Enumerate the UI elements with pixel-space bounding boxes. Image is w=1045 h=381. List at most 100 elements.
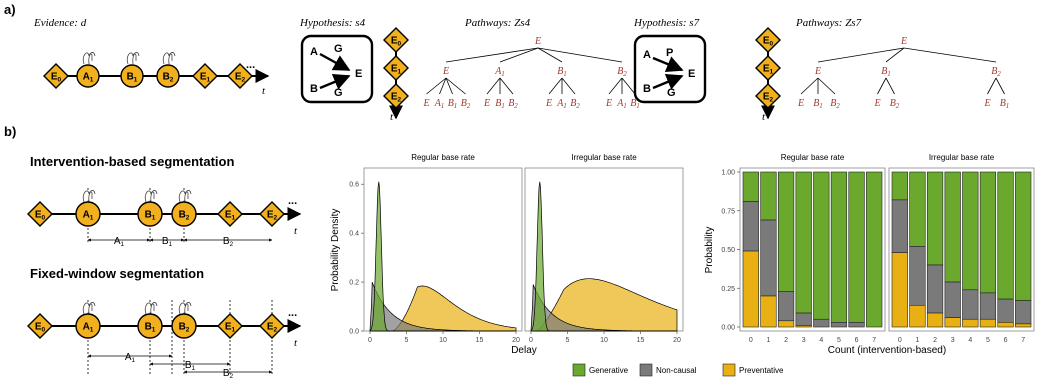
tree-leaf: B2 (890, 98, 900, 110)
event-node-label: E1 (763, 64, 774, 76)
tree-leaf: E (797, 98, 804, 109)
x-tick-label: 0 (529, 337, 533, 344)
segmentation-title-intervention: Intervention-based segmentation (30, 154, 234, 169)
tree-leaf: B2 (570, 98, 580, 110)
x-axis-label: Delay (511, 345, 537, 356)
tree-edge (445, 47, 539, 63)
y-tick-label: 0.50 (721, 247, 735, 254)
event-node-label: E0 (763, 36, 774, 48)
x-tick-label: 7 (1021, 337, 1025, 344)
tree-leaf: B1 (630, 98, 640, 110)
hand-icon (178, 190, 189, 203)
x-tick-label: 3 (951, 337, 955, 344)
tree-root: E (900, 36, 907, 47)
tree-edge (426, 77, 447, 95)
graph-node-b: B (310, 83, 318, 95)
hypothesis-s7-graph: A P B G E (643, 47, 695, 99)
bar-noncausal (909, 246, 926, 306)
tree-edge (800, 77, 819, 95)
hand-icon (144, 302, 155, 315)
graph-node-a: A (310, 46, 318, 58)
legend-label: Generative (589, 366, 629, 375)
fixed-window-segmentation-diagram: t... E0 A1 B1 B2 E1 E2 A1 B1 B2 (27, 300, 302, 380)
y-axis-label: Probability Density (330, 209, 341, 292)
bar-preventative (979, 318, 997, 328)
panel-title: Irregular base rate (929, 153, 995, 162)
tree-leaf: B2 (830, 98, 840, 110)
legend-swatch (722, 363, 736, 377)
tree-leaf: E (983, 98, 990, 109)
event-node-shape (755, 83, 781, 109)
x-tick-label: 7 (872, 337, 876, 344)
hypothesis-s7-title: Hypothesis: s7 (633, 17, 700, 29)
tree-leaf: B2 (461, 98, 471, 110)
bar-generative (926, 171, 944, 266)
time-label: t (762, 111, 766, 123)
event-node-label: B2 (163, 72, 174, 84)
tree-leaf: A1 (616, 98, 627, 110)
tree-leaf: B1 (1000, 98, 1010, 110)
hand-icon (144, 190, 155, 203)
tree-node: B2 (617, 66, 627, 78)
y-tick-label: 0.6 (349, 182, 359, 189)
bar-noncausal (777, 291, 795, 322)
segment-label: B2 (223, 236, 234, 248)
x-tick-label: 0 (749, 337, 753, 344)
graph-node-e: E (688, 68, 695, 80)
pathway-tree-s7: E E E B1 B2 B1 E B2 B2 E B1 (797, 36, 1009, 110)
segment-label: A1 (125, 352, 136, 364)
event-node-label: E1 (225, 210, 236, 222)
event-node-label: E2 (391, 92, 402, 104)
y-tick-label: 0.25 (721, 286, 735, 293)
hand-icon (150, 302, 158, 315)
x-tick-label: 5 (837, 337, 841, 344)
bar-preventative (997, 322, 1014, 328)
x-tick-label: 6 (855, 337, 859, 344)
bar-noncausal (1015, 300, 1032, 325)
tree-leaf: E (873, 98, 880, 109)
bar-generative (944, 171, 961, 283)
tree-edge (885, 77, 895, 95)
x-tick-label: 0 (898, 337, 902, 344)
event-node-label: E1 (391, 64, 402, 76)
bar-noncausal (760, 219, 777, 297)
event-node-shape (120, 64, 144, 88)
hand-icon (88, 190, 96, 203)
tree-edge (445, 77, 453, 95)
x-tick-label: 15 (476, 337, 484, 344)
intervention-segmentation-diagram: t... E0 A1 B1 B2 E1 E2 A1 B1 B2 (27, 188, 302, 248)
tree-leaf: B1 (495, 98, 505, 110)
x-tick-label: 1 (915, 337, 919, 344)
tree-edge (621, 77, 636, 95)
event-node-shape (192, 63, 218, 89)
tree-edge (817, 77, 836, 95)
tree-root: E (534, 36, 541, 47)
tree-edge (486, 77, 501, 95)
tree-edge (445, 77, 466, 95)
bar-noncausal (813, 318, 830, 328)
hand-icon (178, 302, 189, 315)
event-node-shape (137, 201, 163, 227)
bar-preventative (962, 318, 979, 328)
hypothesis-s4-graph: A G B G E (310, 43, 362, 99)
event-node-shape (383, 55, 409, 81)
hand-icon (88, 52, 96, 65)
bar-noncausal (742, 201, 759, 252)
bar-noncausal (997, 298, 1014, 323)
tree-node: E (814, 66, 821, 77)
tree-edge (608, 77, 623, 95)
event-node-label: B1 (145, 322, 156, 334)
event-node-shape (171, 201, 197, 227)
tree-edge (885, 47, 905, 63)
tree-node: B2 (991, 66, 1001, 78)
bar-preventative (742, 250, 759, 328)
event-node-shape (137, 313, 163, 339)
event-node-shape (217, 201, 243, 227)
event-stack-s7: t E0 E1 E2 (755, 27, 781, 123)
x-tick-label: 20 (512, 337, 520, 344)
bar-noncausal (926, 264, 944, 314)
bar-noncausal (830, 322, 848, 328)
bar-preventative (1015, 323, 1032, 328)
event-node-label: E2 (267, 322, 278, 334)
tree-node: B1 (557, 66, 567, 78)
